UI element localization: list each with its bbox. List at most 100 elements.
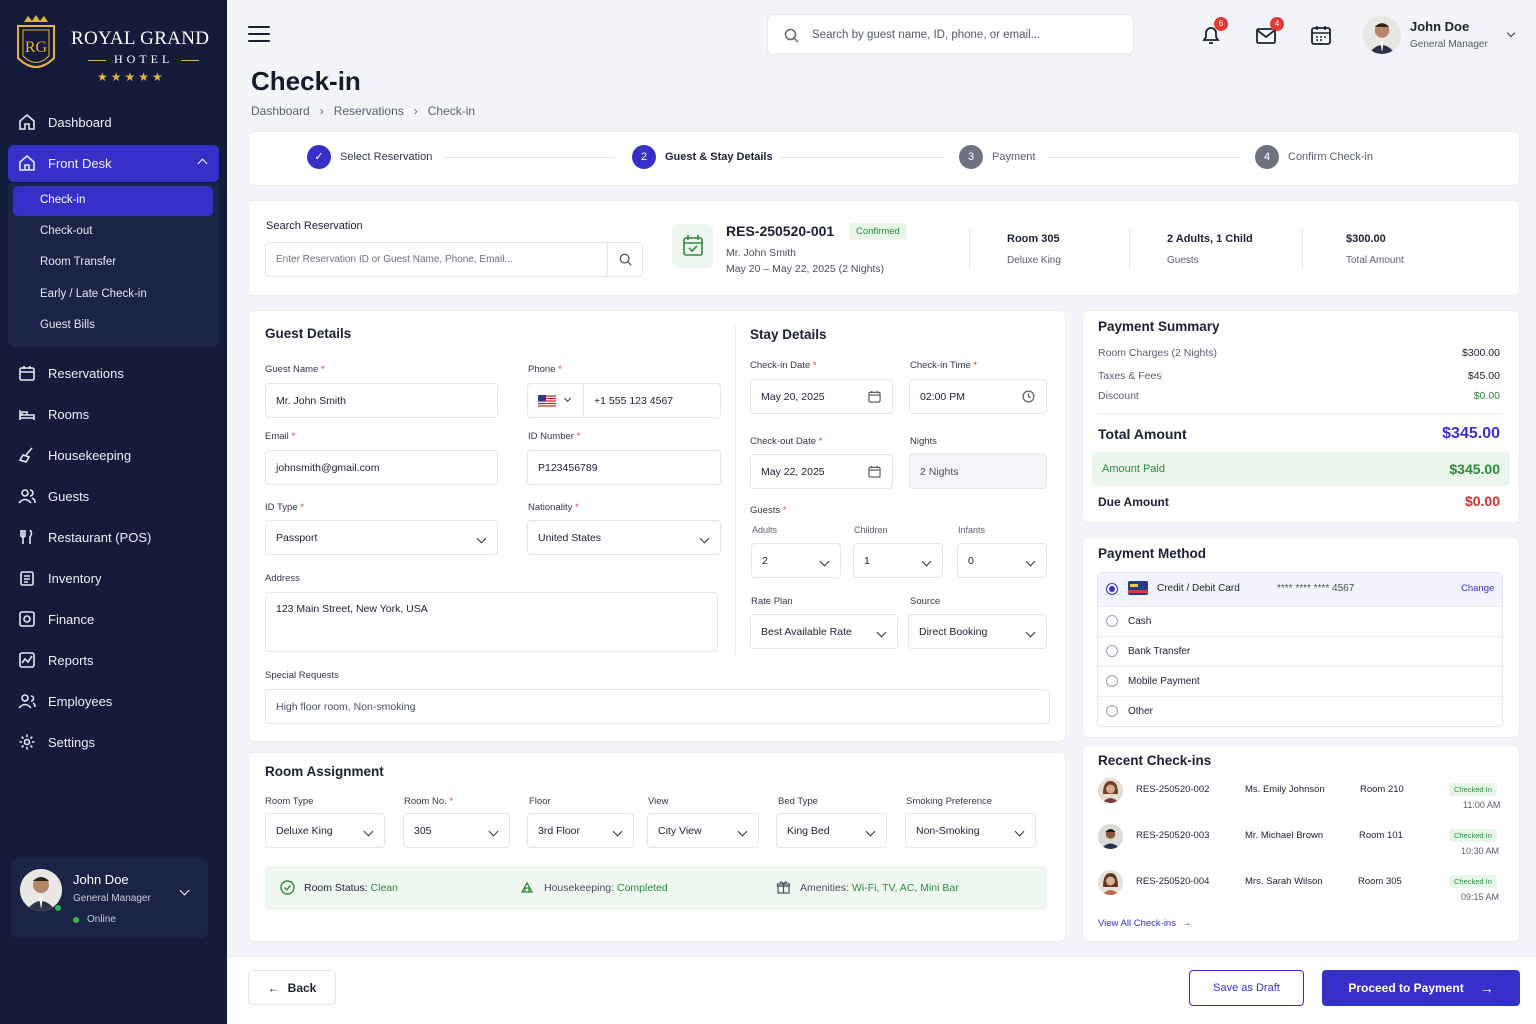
children-label: Children <box>854 525 888 535</box>
bell-icon[interactable] <box>1199 23 1223 47</box>
sidebar-item-finance[interactable]: Finance <box>18 605 94 633</box>
submenu-room-transfer[interactable]: Room Transfer <box>40 256 117 268</box>
sidebar-item-dashboard[interactable]: Dashboard <box>18 108 112 136</box>
sidebar-item-inventory[interactable]: Inventory <box>18 564 101 592</box>
step-2-label[interactable]: Guest & Stay Details <box>665 151 773 163</box>
view-select[interactable]: City View <box>647 813 759 848</box>
users-icon <box>18 487 36 505</box>
nationality-select[interactable]: United States <box>527 520 721 555</box>
save-draft-button[interactable]: Save as Draft <box>1189 970 1304 1006</box>
room-type-select[interactable]: Deluxe King <box>265 813 385 848</box>
sidebar-item-label: Employees <box>48 693 113 709</box>
field-value: 02:00 PM <box>920 390 965 403</box>
sidebar-item-rooms[interactable]: Rooms <box>18 400 89 428</box>
header-avatar[interactable] <box>1363 16 1401 54</box>
room-status: Room Status: Clean <box>304 882 398 894</box>
global-search-input[interactable]: Search by guest name, ID, phone, or emai… <box>767 14 1134 55</box>
checkin-time-field[interactable]: 02:00 PM <box>909 379 1047 414</box>
address-label: Address <box>265 573 300 584</box>
chevron-down-icon[interactable] <box>179 885 190 896</box>
bed-type-label: Bed Type <box>778 796 818 807</box>
submenu-guest-bills[interactable]: Guest Bills <box>40 319 95 331</box>
brand-name: ROYAL GRAND <box>71 28 210 49</box>
sidebar-item-employees[interactable]: Employees <box>18 687 112 715</box>
sidebar-item-housekeeping[interactable]: Housekeeping <box>18 441 131 469</box>
step-1-label[interactable]: Select Reservation <box>340 151 433 163</box>
stepper-line <box>1048 157 1241 158</box>
room-no-select[interactable]: 305 <box>403 813 510 848</box>
submenu-check-out[interactable]: Check-out <box>40 225 93 237</box>
submenu-early-late-checkin[interactable]: Early / Late Check-in <box>40 288 147 300</box>
sidebar-item-restaurant[interactable]: Restaurant (POS) <box>18 523 151 551</box>
sidebar-user-card[interactable]: John Doe General Manager Online <box>11 858 208 938</box>
checkin-time-label: Check-in Time * <box>910 360 978 371</box>
menu-toggle-button[interactable] <box>248 26 270 44</box>
divider <box>1098 696 1502 697</box>
sidebar-item-settings[interactable]: Settings <box>18 728 95 756</box>
sidebar-item-front-desk[interactable]: Front Desk <box>18 149 208 177</box>
chevron-down-icon <box>737 826 748 837</box>
payment-option-mobile[interactable]: Mobile Payment <box>1128 676 1200 687</box>
children-select[interactable]: 1 <box>853 543 943 578</box>
step-4-label[interactable]: Confirm Check-in <box>1288 151 1373 163</box>
sidebar-item-label: Rooms <box>48 406 90 422</box>
recent-id[interactable]: RES-250520-004 <box>1136 876 1210 887</box>
id-type-select[interactable]: Passport <box>265 520 498 555</box>
checkout-date-field[interactable]: May 22, 2025 <box>750 454 893 489</box>
phone-field[interactable]: +1 555 123 4567 <box>583 383 721 418</box>
smoking-select[interactable]: Non-Smoking <box>905 813 1036 848</box>
sidebar-item-guests[interactable]: Guests <box>18 482 89 510</box>
payment-option-cash[interactable]: Cash <box>1128 616 1152 627</box>
sidebar-item-reservations[interactable]: Reservations <box>18 359 124 387</box>
checkin-date-field[interactable]: May 20, 2025 <box>750 379 893 414</box>
address-field[interactable]: 123 Main Street, New York, USA <box>265 592 718 652</box>
payment-option-bank-transfer[interactable]: Bank Transfer <box>1128 646 1191 657</box>
gift-icon <box>776 881 791 894</box>
bed-icon <box>18 405 36 423</box>
country-code-select[interactable] <box>527 383 584 418</box>
reservation-dates: May 20 – May 22, 2025 (2 Nights) <box>726 263 885 275</box>
select-value: Passport <box>276 531 318 544</box>
radio-mobile-payment[interactable] <box>1106 675 1118 687</box>
recent-id[interactable]: RES-250520-002 <box>1136 784 1210 795</box>
adults-select[interactable]: 2 <box>751 543 841 578</box>
submenu-check-in[interactable]: Check-in <box>40 194 86 206</box>
rate-plan-select[interactable]: Best Available Rate <box>750 614 898 649</box>
radio-other[interactable] <box>1106 705 1118 717</box>
sidebar-item-reports[interactable]: Reports <box>18 646 94 674</box>
divider <box>1098 413 1502 414</box>
header-user-name[interactable]: John Doe <box>1410 19 1470 34</box>
reservation-search-button[interactable] <box>607 242 643 277</box>
radio-cash[interactable] <box>1106 615 1118 627</box>
special-requests-field[interactable]: High floor room, Non-smoking <box>265 689 1050 724</box>
proceed-to-payment-button[interactable]: Proceed to Payment → <box>1322 970 1520 1006</box>
back-button[interactable]: ← Back <box>248 970 336 1005</box>
guest-name-field[interactable]: Mr. John Smith <box>265 383 498 418</box>
source-select[interactable]: Direct Booking <box>908 614 1047 649</box>
breadcrumb-item[interactable]: Reservations <box>333 104 404 118</box>
source-label: Source <box>910 596 941 607</box>
floor-select[interactable]: 3rd Floor <box>527 813 634 848</box>
payment-option-other[interactable]: Other <box>1128 706 1154 717</box>
reservation-search-input[interactable]: Enter Reservation ID or Guest Name, Phon… <box>265 242 608 277</box>
bed-type-select[interactable]: King Bed <box>776 813 887 848</box>
chevron-down-icon[interactable] <box>1506 28 1516 38</box>
recent-id[interactable]: RES-250520-003 <box>1136 830 1210 841</box>
id-number-field[interactable]: P123456789 <box>527 450 721 485</box>
chevron-down-icon <box>488 826 499 837</box>
breadcrumb-item[interactable]: Dashboard <box>251 104 310 118</box>
select-value: Direct Booking <box>919 625 988 638</box>
stay-details-title: Stay Details <box>750 327 827 342</box>
step-3-label[interactable]: Payment <box>992 151 1036 163</box>
infants-select[interactable]: 0 <box>957 543 1047 578</box>
change-card-link[interactable]: Change <box>1461 583 1495 594</box>
calendar-check-icon <box>672 224 713 268</box>
calendar-icon[interactable] <box>1309 23 1333 47</box>
email-field[interactable]: johnsmith@gmail.com <box>265 450 498 485</box>
payment-option-card[interactable] <box>1098 573 1502 606</box>
view-all-checkins-link[interactable]: View All Check-ins → <box>1098 918 1192 929</box>
radio-card-selected[interactable] <box>1106 583 1118 595</box>
radio-bank-transfer[interactable] <box>1106 645 1118 657</box>
mail-icon[interactable] <box>1254 24 1278 48</box>
id-number-label: ID Number * <box>528 431 581 442</box>
